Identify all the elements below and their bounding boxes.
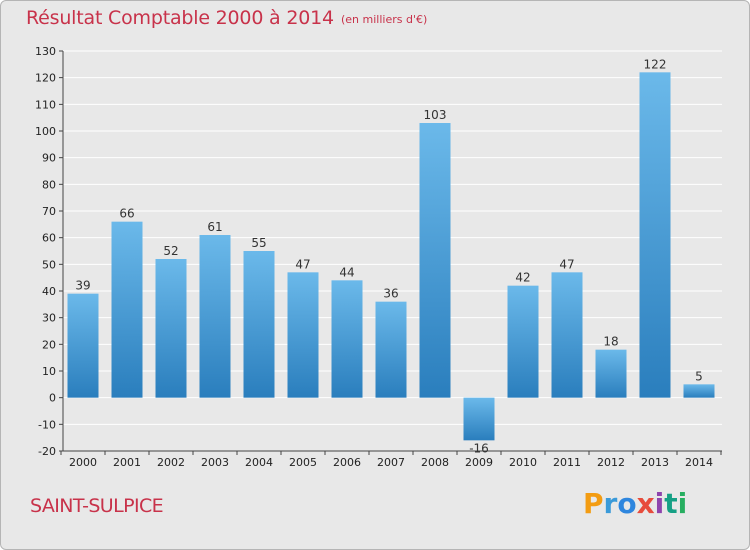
x-tick-label: 2003 [201,456,229,469]
y-tick-label: 70 [42,205,56,218]
x-tick-label: 2012 [597,456,625,469]
y-tick-label: 110 [35,98,56,111]
bar-2008 [419,123,451,398]
data-label: 47 [559,257,574,271]
x-tick-label: 2013 [641,456,669,469]
data-label: 55 [251,236,266,250]
x-tick-label: 2008 [421,456,449,469]
data-label: 66 [119,207,134,221]
y-tick-label: 0 [49,392,56,405]
data-label: 122 [644,57,667,71]
bar-2004 [243,251,275,398]
data-label: 47 [295,257,310,271]
y-tick-label: 20 [42,338,56,351]
chart-title: Résultat Comptable 2000 à 2014 [26,7,334,29]
x-tick-label: 2011 [553,456,581,469]
x-tick-label: 2004 [245,456,273,469]
logo-letter: P [583,487,604,520]
x-tick-label: 2005 [289,456,317,469]
data-label: 61 [207,220,222,234]
bar-2010 [507,285,539,398]
logo-letter: x [636,487,655,520]
logo-letter: i [677,487,688,520]
y-tick-label: 10 [42,365,56,378]
bar-2001 [111,221,143,398]
x-tick-label: 2001 [113,456,141,469]
bar-2012 [595,349,627,398]
logo-letter: t [664,487,678,520]
logo-letter: r [603,487,618,520]
y-tick-label: -20 [38,445,56,458]
bar-2006 [331,280,363,398]
y-tick-label: 130 [35,45,56,58]
data-label: 36 [383,287,398,301]
bar-2011 [551,272,583,398]
x-tick-label: 2009 [465,456,493,469]
data-label: 103 [424,108,447,122]
y-tick-label: 30 [42,312,56,325]
data-label: 18 [603,335,618,349]
data-label: 5 [695,369,703,383]
bar-2005 [287,272,319,398]
x-tick-label: 2014 [685,456,713,469]
y-tick-label: 60 [42,232,56,245]
bar-2014 [683,384,715,398]
bar-2009 [463,397,495,441]
data-label: 52 [163,244,178,258]
data-label: 44 [339,265,354,279]
axes: -20 -10 0 10 20 30 40 50 60 70 80 90 100 110 120 130 200… [35,45,722,469]
bar-2000 [67,293,99,398]
data-label: 42 [515,271,530,285]
data-label: -16 [469,441,489,455]
x-tick-label: 2000 [69,456,97,469]
bar-2013 [639,72,671,398]
commune-name: SAINT-SULPICE [30,495,164,517]
bar-2002 [155,259,187,398]
data-labels: 39 66 52 61 55 47 44 36 103 -16 42 47 18 122 5 [75,57,702,455]
data-label: 39 [75,279,90,293]
y-tick-label: 50 [42,258,56,271]
y-tick-label: 120 [35,72,56,85]
y-tick-label: 40 [42,285,56,298]
bar-2007 [375,301,407,398]
chart-unit-label: (en milliers d'€) [341,13,428,26]
y-tick-label: 100 [35,125,56,138]
grid-lines [63,50,722,452]
proxiti-logo[interactable]: Proxiti [583,487,687,520]
y-tick-label: 90 [42,152,56,165]
x-tick-label: 2002 [157,456,185,469]
bar-2003 [199,235,231,398]
logo-letter: i [654,487,665,520]
y-tick-label: 80 [42,178,56,191]
y-tick-label: -10 [38,418,56,431]
x-tick-label: 2006 [333,456,361,469]
x-tick-label: 2007 [377,456,405,469]
bars [67,72,715,441]
x-tick-label: 2010 [509,456,537,469]
logo-letter: o [617,487,637,520]
